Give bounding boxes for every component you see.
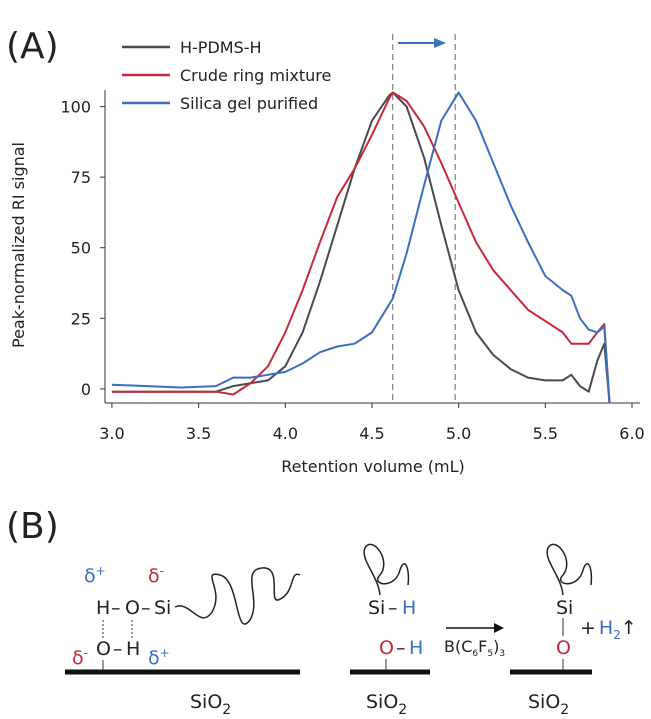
text: -: [160, 564, 164, 578]
partial-charge: δ-: [72, 646, 88, 669]
legend-label: Crude ring mixture: [180, 66, 331, 85]
catalyst: B(C6F5)3: [444, 637, 505, 659]
bond: –: [111, 597, 121, 619]
text: B(C: [444, 637, 472, 656]
x-axis-label: Retention volume (mL): [281, 457, 465, 476]
x-tick-label: 6.0: [619, 424, 644, 443]
atom: Si: [556, 597, 573, 619]
y-tick-label: 75: [71, 168, 91, 187]
text: ): [493, 637, 499, 656]
text: 2: [613, 628, 621, 642]
text: H: [599, 617, 613, 639]
text: δ: [72, 647, 84, 669]
text: F: [478, 637, 487, 656]
partial-charge: δ+: [84, 564, 106, 587]
series-line: [111, 91, 611, 404]
atom: H: [402, 597, 416, 619]
diagram: SiO2 SiO2 SiO2 δ+ δ- H – O – Si O – H δ-…: [65, 543, 637, 718]
series-line: [111, 91, 611, 404]
y-axis-label: Peak-normalized RI signal: [9, 142, 28, 348]
bond: –: [388, 597, 398, 619]
text: SiO: [190, 691, 222, 713]
text: δ: [148, 647, 160, 669]
byproduct: + H2↑: [580, 617, 637, 642]
polymer-chain: [546, 543, 593, 596]
text: -: [84, 646, 88, 660]
surface-label: SiO2: [528, 691, 569, 718]
y-tick-label: 100: [60, 98, 91, 117]
panel-label: (B): [6, 506, 59, 547]
text: +: [96, 564, 106, 578]
partial-charge: δ+: [148, 646, 170, 669]
x-tick-label: 3.5: [186, 424, 211, 443]
reaction-arrow-head: [494, 623, 504, 633]
x-tick-label: 4.5: [359, 424, 384, 443]
atom: O: [96, 638, 111, 660]
text: ↑: [621, 617, 637, 639]
polymer-chain: [363, 543, 410, 596]
legend-label: H-PDMS-H: [180, 38, 262, 57]
text: 2: [560, 702, 569, 718]
bond: –: [396, 637, 406, 659]
y-tick-label: 25: [71, 309, 91, 328]
text: 6: [472, 649, 478, 659]
text: 3: [499, 649, 505, 659]
text: 5: [487, 649, 493, 659]
text: δ: [84, 565, 96, 587]
atom: H: [126, 638, 140, 660]
text: SiO: [366, 691, 398, 713]
polymer-chain: [174, 567, 301, 625]
text: SiO: [528, 691, 560, 713]
text: δ: [148, 565, 160, 587]
x-tick-label: 3.0: [99, 424, 124, 443]
shift-arrow-head: [434, 38, 446, 48]
bond: –: [141, 597, 151, 619]
text: 2: [398, 702, 407, 718]
atom: O: [556, 637, 571, 659]
y-tick-label: 50: [71, 239, 91, 258]
atom: H: [409, 637, 423, 659]
atom: O: [379, 637, 394, 659]
legend-label: Silica gel purified: [180, 94, 318, 113]
text: +: [580, 617, 596, 639]
atom: O: [125, 597, 140, 619]
atom: Si: [368, 597, 385, 619]
atom: H: [96, 597, 110, 619]
x-tick-label: 5.0: [446, 424, 471, 443]
panel-label: (A): [6, 26, 59, 67]
text: +: [160, 646, 170, 660]
text: 2: [222, 702, 231, 718]
surface-label: SiO2: [190, 691, 231, 718]
series-line: [111, 91, 611, 404]
bond: –: [113, 638, 123, 660]
y-tick-label: 0: [81, 380, 91, 399]
partial-charge: δ-: [148, 564, 164, 587]
surface-label: SiO2: [366, 691, 407, 718]
atom: Si: [154, 597, 171, 619]
x-tick-label: 4.0: [273, 424, 298, 443]
x-tick-label: 5.5: [533, 424, 558, 443]
